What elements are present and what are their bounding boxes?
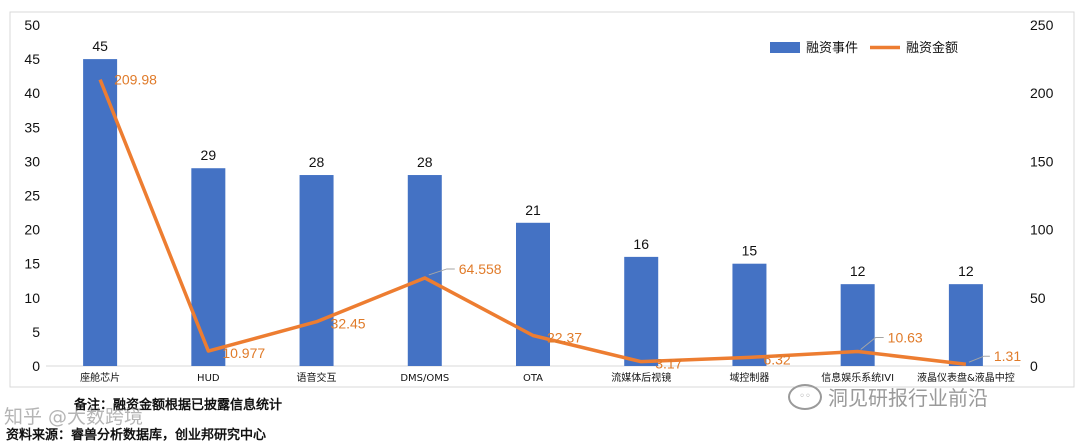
y-right-tick-label: 250 (1030, 17, 1054, 33)
x-tick-label: OTA (523, 373, 543, 384)
watermark-text: 洞见研报行业前沿 (828, 386, 988, 410)
bar (299, 175, 334, 366)
legend-swatch-bar (770, 42, 800, 53)
line-data-label: 32.45 (331, 316, 366, 332)
line-data-label: 209.98 (114, 72, 157, 88)
legend-label: 融资金额 (906, 40, 958, 56)
chart-border (9, 11, 1075, 388)
x-tick-label: 域控制器 (729, 371, 769, 384)
y-left-tick-label: 40 (24, 85, 40, 101)
line-data-label: 10.977 (222, 345, 265, 361)
bar-data-label: 12 (958, 263, 974, 279)
x-tick-label: DMS/OMS (400, 373, 449, 384)
y-left-tick-label: 5 (32, 324, 40, 340)
chart-note: 备注：融资金额根据已披露信息统计 (74, 398, 283, 413)
y-right-tick-label: 150 (1030, 153, 1054, 169)
bar-data-label: 28 (309, 154, 325, 170)
line-data-label: 64.558 (459, 261, 502, 277)
bar (191, 168, 226, 366)
bar-data-label: 28 (417, 154, 433, 170)
line-label-leader (860, 337, 884, 350)
bar (948, 284, 983, 366)
x-tick-label: HUD (197, 373, 220, 384)
y-right-tick-label: 100 (1030, 222, 1054, 238)
line-data-label: 6.32 (763, 351, 790, 367)
chart-source: 资料来源：睿兽分析数据库，创业邦研究中心 (6, 428, 267, 443)
y-right-tick-label: 200 (1030, 85, 1054, 101)
bar-data-label: 29 (201, 147, 217, 163)
y-left-tick-label: 30 (24, 153, 40, 169)
bar (516, 222, 550, 366)
x-tick-label: 流媒体后视镜 (611, 371, 671, 384)
watermark: ◦◦ 洞见研报行业前沿 (788, 382, 988, 411)
legend-label: 融资事件 (806, 41, 858, 56)
y-left-tick-label: 0 (32, 358, 40, 374)
bar (624, 256, 659, 366)
bar-data-label: 45 (92, 38, 108, 54)
line-label-leader (968, 355, 990, 363)
x-tick-label: 信息娱乐系统IVI (821, 371, 894, 384)
bar-data-label: 21 (525, 202, 541, 218)
bar (732, 263, 767, 366)
line-data-label: 1.31 (994, 348, 1021, 364)
y-left-tick-label: 10 (24, 290, 40, 306)
line-data-label: 22.37 (547, 329, 582, 345)
chart-area: 0 5 10 15 20 25 30 35 40 45 50 0 50 100 150 200 250 45 座舱芯… (9, 11, 1075, 388)
line-data-label: 10.63 (888, 330, 923, 346)
y-left-tick-label: 35 (24, 119, 40, 135)
y-left-tick-label: 25 (24, 188, 40, 204)
bar-data-label: 15 (742, 243, 758, 259)
y-left-tick-label: 20 (24, 222, 40, 238)
bar-data-label: 12 (850, 263, 866, 279)
y-right-tick-label: 0 (1030, 358, 1038, 374)
x-tick-label: 液晶仪表盘&液晶中控 (917, 371, 1015, 384)
bar-data-label: 16 (633, 236, 649, 252)
bar (407, 175, 442, 366)
y-right-tick-label: 50 (1030, 290, 1046, 306)
y-left-tick-label: 50 (24, 17, 40, 33)
x-tick-label: 语音交互 (297, 371, 337, 384)
line-label-leader (428, 268, 455, 276)
wechat-icon: ◦◦ (788, 383, 822, 410)
line-series (98, 78, 967, 366)
y-left-tick-label: 15 (24, 256, 40, 272)
x-tick-label: 座舱芯片 (80, 371, 120, 384)
watermark-zhihu: 知乎 @大数跨境 (4, 406, 144, 428)
line-data-label: 3.17 (655, 356, 682, 372)
y-left-tick-label: 45 (24, 51, 40, 67)
